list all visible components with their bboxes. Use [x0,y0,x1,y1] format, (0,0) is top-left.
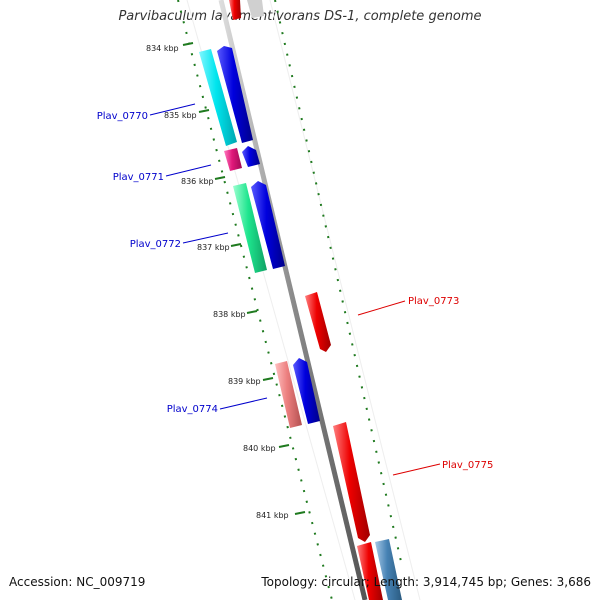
leader-plav-0775 [392,463,441,476]
slice-boundary-right [269,0,421,600]
gene-plav-0770-cog [199,49,237,146]
gene-plav-0774-cog [275,361,302,428]
tick-label-834: 834 kbp [146,44,179,53]
leader-plav-0773 [357,300,406,316]
gene-plav-0772-cog [233,183,267,273]
tick-835 [198,109,210,113]
feature-top-grey [247,0,264,18]
tick-840 [278,444,290,448]
leader-plav-0772 [182,232,229,244]
ruler-track [177,0,333,600]
gene-plav-0771[interactable] [224,146,260,171]
tick-837 [230,243,242,247]
feature-top-red [229,0,241,20]
gene-plav-0771-cog [224,148,242,171]
tick-836 [214,176,226,180]
tick-label-836: 836 kbp [181,177,214,186]
accession-text: Accession: NC_009719 [9,575,146,589]
gene-plav-0772-cds [251,181,285,269]
leader-plav-0771 [165,164,212,177]
tick-label-839: 839 kbp [228,377,261,386]
label-plav-0771[interactable]: Plav_0771 [113,172,164,183]
gene-plav-0773-cds [305,292,331,352]
label-plav-0770[interactable]: Plav_0770 [97,111,148,122]
gene-plav-0776-cds [357,542,383,600]
label-plav-0773[interactable]: Plav_0773 [408,296,459,307]
genome-stats-text: Topology: circular; Length: 3,914,745 bp… [261,575,591,589]
gene-plav-0770-cds [217,46,253,143]
tick-839 [262,377,274,381]
genome-title: Parvibaculum lavamentivorans DS-1, compl… [118,9,482,24]
gene-plav-0776[interactable] [357,539,402,600]
label-plav-0772[interactable]: Plav_0772 [130,239,181,250]
leader-plav-0770 [149,103,196,116]
gene-plav-0776-cog [375,539,402,600]
gene-plav-0771-cds [242,146,260,167]
tick-label-838: 838 kbp [213,310,246,319]
gene-plav-0773[interactable] [305,292,331,352]
tick-label-841: 841 kbp [256,511,289,520]
gene-plav-0772[interactable] [233,181,285,273]
gene-plav-0774[interactable] [275,358,320,428]
tick-label-840: 840 kbp [243,444,276,453]
gene-plav-0770[interactable] [199,46,253,146]
gene-plav-0775[interactable] [333,422,370,542]
tick-834 [182,42,194,46]
tick-838 [246,310,258,314]
label-plav-0775[interactable]: Plav_0775 [442,460,493,471]
genome-backbone [218,0,368,600]
label-plav-0774[interactable]: Plav_0774 [167,404,218,415]
ruler-ticks: 834 kbp 835 kbp 836 kbp 837 kbp 838 kbp … [146,42,306,520]
leader-plav-0774 [219,397,268,410]
gene-plav-0774-cds [293,358,320,424]
tick-label-835: 835 kbp [164,111,197,120]
tick-841 [294,511,306,515]
tick-label-837: 837 kbp [197,243,230,252]
gene-plav-0775-cds [333,422,370,542]
